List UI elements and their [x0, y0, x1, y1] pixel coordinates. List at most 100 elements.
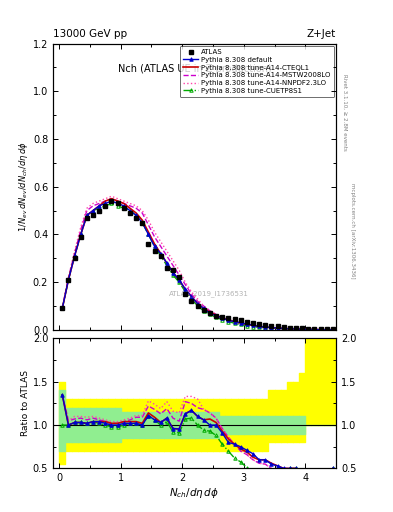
- Pythia 8.308 default: [66, 277, 71, 283]
- Pythia 8.308 tune-A14-CTEQL1: [84, 212, 89, 219]
- Pythia 8.308 tune-A14-CTEQL1: [232, 318, 237, 325]
- ATLAS: [318, 326, 323, 332]
- Pythia 8.308 default: [97, 203, 101, 209]
- Pythia 8.308 tune-CUETP8S1: [208, 311, 212, 317]
- Pythia 8.308 tune-A14-NNPDF2.3LO: [312, 327, 317, 333]
- Pythia 8.308 default: [300, 326, 305, 332]
- Pythia 8.308 tune-A14-NNPDF2.3LO: [72, 248, 77, 254]
- Pythia 8.308 tune-A14-CTEQL1: [306, 327, 311, 333]
- Pythia 8.308 tune-A14-CTEQL1: [109, 196, 114, 202]
- Pythia 8.308 tune-A14-MSTW2008LO: [208, 308, 212, 314]
- Pythia 8.308 tune-A14-MSTW2008LO: [214, 311, 219, 317]
- Pythia 8.308 default: [244, 321, 249, 327]
- Pythia 8.308 tune-A14-CTEQL1: [91, 207, 95, 214]
- Pythia 8.308 tune-A14-CTEQL1: [183, 286, 188, 292]
- Pythia 8.308 tune-A14-CTEQL1: [294, 326, 298, 332]
- Pythia 8.308 tune-A14-MSTW2008LO: [78, 227, 83, 233]
- Pythia 8.308 default: [318, 327, 323, 333]
- Pythia 8.308 tune-A14-MSTW2008LO: [201, 303, 206, 309]
- Pythia 8.308 default: [294, 326, 298, 332]
- Pythia 8.308 tune-A14-MSTW2008LO: [66, 274, 71, 281]
- ATLAS: [84, 215, 89, 221]
- ATLAS: [220, 314, 224, 320]
- Pythia 8.308 tune-A14-NNPDF2.3LO: [208, 308, 212, 314]
- Pythia 8.308 tune-A14-MSTW2008LO: [325, 327, 329, 333]
- Pythia 8.308 tune-A14-MSTW2008LO: [331, 327, 335, 333]
- Pythia 8.308 tune-A14-CTEQL1: [189, 293, 194, 300]
- Pythia 8.308 tune-A14-NNPDF2.3LO: [306, 327, 311, 333]
- Pythia 8.308 tune-A14-MSTW2008LO: [269, 325, 274, 331]
- Pythia 8.308 default: [78, 231, 83, 238]
- Pythia 8.308 tune-A14-MSTW2008LO: [275, 325, 280, 331]
- Text: ATLAS_2019_I1736531: ATLAS_2019_I1736531: [169, 291, 249, 297]
- Pythia 8.308 default: [226, 317, 231, 324]
- Pythia 8.308 default: [238, 319, 243, 326]
- ATLAS: [263, 322, 268, 328]
- Pythia 8.308 tune-A14-MSTW2008LO: [134, 205, 138, 211]
- Pythia 8.308 tune-CUETP8S1: [238, 322, 243, 328]
- Pythia 8.308 tune-CUETP8S1: [195, 303, 200, 309]
- Pythia 8.308 tune-A14-MSTW2008LO: [121, 200, 126, 206]
- Text: Nch (ATLAS UE in Z production): Nch (ATLAS UE in Z production): [118, 63, 272, 74]
- Pythia 8.308 default: [72, 253, 77, 259]
- Pythia 8.308 default: [269, 325, 274, 331]
- Pythia 8.308 tune-CUETP8S1: [275, 326, 280, 332]
- Pythia 8.308 default: [189, 293, 194, 300]
- Pythia 8.308 tune-CUETP8S1: [312, 327, 317, 333]
- ATLAS: [306, 326, 311, 332]
- Pythia 8.308 tune-A14-MSTW2008LO: [183, 282, 188, 288]
- Pythia 8.308 tune-CUETP8S1: [134, 212, 138, 219]
- Pythia 8.308 tune-A14-NNPDF2.3LO: [91, 200, 95, 206]
- Pythia 8.308 tune-A14-CTEQL1: [195, 301, 200, 307]
- Pythia 8.308 tune-A14-MSTW2008LO: [220, 314, 224, 321]
- ATLAS: [232, 316, 237, 322]
- Pythia 8.308 tune-A14-CTEQL1: [226, 317, 231, 323]
- Line: Pythia 8.308 tune-A14-NNPDF2.3LO: Pythia 8.308 tune-A14-NNPDF2.3LO: [62, 196, 333, 330]
- Pythia 8.308 tune-A14-CTEQL1: [312, 327, 317, 333]
- Pythia 8.308 default: [312, 327, 317, 333]
- Pythia 8.308 tune-CUETP8S1: [201, 308, 206, 314]
- ATLAS: [257, 321, 261, 327]
- Pythia 8.308 tune-CUETP8S1: [300, 327, 305, 333]
- Pythia 8.308 tune-CUETP8S1: [97, 205, 101, 211]
- Pythia 8.308 tune-A14-NNPDF2.3LO: [84, 205, 89, 211]
- ATLAS: [146, 241, 151, 247]
- Pythia 8.308 tune-A14-NNPDF2.3LO: [281, 326, 286, 332]
- Pythia 8.308 tune-A14-CTEQL1: [66, 277, 71, 283]
- Pythia 8.308 default: [103, 200, 108, 206]
- Pythia 8.308 tune-CUETP8S1: [171, 272, 175, 278]
- Pythia 8.308 tune-A14-NNPDF2.3LO: [66, 274, 71, 281]
- Pythia 8.308 tune-A14-CTEQL1: [208, 309, 212, 315]
- ATLAS: [171, 267, 175, 273]
- Pythia 8.308 tune-A14-CTEQL1: [331, 327, 335, 333]
- Pythia 8.308 tune-CUETP8S1: [226, 318, 231, 325]
- Pythia 8.308 tune-A14-NNPDF2.3LO: [325, 327, 329, 333]
- Pythia 8.308 tune-CUETP8S1: [128, 207, 132, 214]
- Pythia 8.308 tune-A14-MSTW2008LO: [306, 327, 311, 333]
- Pythia 8.308 tune-A14-CTEQL1: [275, 325, 280, 331]
- Pythia 8.308 tune-CUETP8S1: [66, 277, 71, 283]
- Pythia 8.308 tune-A14-NNPDF2.3LO: [128, 200, 132, 206]
- ATLAS: [189, 298, 194, 304]
- Pythia 8.308 tune-CUETP8S1: [257, 324, 261, 330]
- Pythia 8.308 tune-A14-MSTW2008LO: [294, 326, 298, 332]
- Pythia 8.308 tune-A14-MSTW2008LO: [318, 327, 323, 333]
- ATLAS: [177, 274, 182, 281]
- Pythia 8.308 tune-A14-CTEQL1: [60, 305, 64, 311]
- Pythia 8.308 tune-A14-NNPDF2.3LO: [115, 196, 120, 202]
- Pythia 8.308 tune-A14-MSTW2008LO: [177, 272, 182, 278]
- Pythia 8.308 tune-A14-NNPDF2.3LO: [183, 279, 188, 285]
- Pythia 8.308 tune-A14-CTEQL1: [103, 198, 108, 204]
- Pythia 8.308 tune-CUETP8S1: [165, 263, 169, 269]
- Pythia 8.308 tune-CUETP8S1: [115, 203, 120, 209]
- Pythia 8.308 tune-A14-CTEQL1: [115, 198, 120, 204]
- Pythia 8.308 tune-A14-CTEQL1: [121, 200, 126, 206]
- Pythia 8.308 default: [331, 327, 335, 333]
- Pythia 8.308 tune-CUETP8S1: [318, 327, 323, 333]
- Pythia 8.308 tune-A14-MSTW2008LO: [152, 234, 157, 240]
- Line: Pythia 8.308 tune-A14-CTEQL1: Pythia 8.308 tune-A14-CTEQL1: [62, 199, 333, 330]
- Pythia 8.308 tune-A14-MSTW2008LO: [238, 320, 243, 326]
- Pythia 8.308 default: [152, 243, 157, 249]
- Pythia 8.308 tune-A14-MSTW2008LO: [263, 324, 268, 330]
- ATLAS: [140, 220, 145, 226]
